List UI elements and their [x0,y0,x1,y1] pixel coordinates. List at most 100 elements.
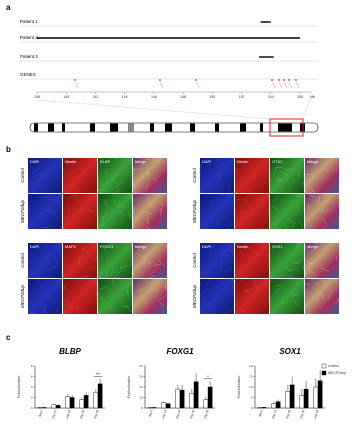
micrograph-texture [102,219,105,227]
bar [69,397,75,409]
bar [93,392,99,409]
micrograph-texture [326,165,333,173]
micrograph-texture [227,223,233,229]
micrograph-texture [309,257,314,261]
micrograph-texture [150,266,159,275]
channel-label: OTX2 [272,159,283,164]
micrograph-texture [254,249,259,257]
channel-label: FOXG1 [100,244,114,249]
micrograph-texture [113,157,117,160]
micrograph-texture [32,188,35,193]
bar [303,388,309,409]
micrograph-texture [211,218,213,224]
micrograph-texture [243,289,250,292]
bar [165,403,171,409]
gene-label [288,81,293,89]
bar [151,407,157,409]
micrograph-texture [153,263,162,267]
micrograph-texture [305,177,310,182]
micrograph-texture [299,221,304,229]
row-label: MECP2dup [192,199,197,223]
channel-label: DAPI [202,159,211,164]
micrograph-texture [275,185,278,188]
bar [179,389,185,409]
micrograph-texture [263,219,267,222]
micrograph-texture [35,288,44,298]
y-axis-label: Fold activation [127,376,131,399]
y-axis-label: Fold activation [17,376,21,399]
micrograph-texture [200,242,205,250]
micrograph-texture [273,223,280,229]
micrograph-texture [322,279,325,284]
micrograph-texture [125,288,129,296]
bar [147,407,153,409]
chromosome-band [260,123,263,132]
bar [189,393,195,409]
bar [275,401,281,409]
gene-mark [288,79,290,81]
gene-mark [283,79,285,81]
track-label: Patient 3 [20,54,38,59]
micrograph-texture [132,206,135,215]
channel-label: SOX1 [272,244,283,249]
micrograph [98,158,132,193]
micrograph-texture [42,246,44,250]
micrograph-texture [96,291,98,299]
gene-label [278,81,283,89]
micrograph-texture [224,308,234,315]
micrograph-texture [33,159,42,168]
micrograph-texture [326,291,333,300]
y-tick-label: 10 [139,395,143,399]
micrograph-texture [113,199,117,204]
x-tick-label: 156 [297,95,303,99]
micrograph-texture [304,290,309,295]
x-tick-label: 142 [93,95,99,99]
micrograph-texture [144,250,151,257]
row-label: Control [192,168,197,183]
micrograph-texture [304,272,307,277]
gene-label [195,81,200,89]
x-tick-label: 144 [122,95,128,99]
x-tick-label: day 20 [65,409,72,419]
micrograph-texture [235,278,243,287]
bar [65,396,71,409]
micrograph-texture [32,253,36,257]
micrograph [28,243,62,278]
x-tick-label: 146 [151,95,157,99]
micrograph-texture [242,197,248,203]
micrograph-texture [295,242,299,250]
micrograph-texture [28,206,31,215]
x-tick-label: day 35 [203,409,210,419]
micrograph-texture [50,193,54,200]
micrograph-texture [273,195,279,202]
micrograph [133,158,167,193]
row-label: Control [20,253,25,268]
micrograph [235,194,269,229]
bar [261,407,267,409]
channel-label: DAPI [30,159,39,164]
channel-label: DAPI [202,244,211,249]
micrograph-texture [83,171,88,175]
micrograph-texture [83,246,85,252]
micrograph-texture [200,161,203,169]
chromosome-band [128,123,134,132]
micrograph-texture [144,297,147,304]
micrograph-texture [135,252,141,256]
micrograph-texture [286,216,292,222]
micrograph-texture [321,247,326,250]
y-tick-label: 20 [139,385,143,389]
micrograph-texture [44,218,50,226]
micrograph-texture [37,275,40,279]
micrograph-texture [121,265,128,269]
micrograph-texture [163,285,168,291]
bar [317,380,323,409]
micrograph-texture [100,300,106,306]
zoom-line [302,99,311,120]
chromosome-band [62,123,65,132]
micrograph-texture [153,177,158,181]
micrograph-texture [80,261,88,267]
x-tick-label: day 30 [189,409,196,419]
micrograph-texture [206,275,209,279]
micrograph-texture [308,190,314,194]
micrograph-texture [76,186,79,188]
